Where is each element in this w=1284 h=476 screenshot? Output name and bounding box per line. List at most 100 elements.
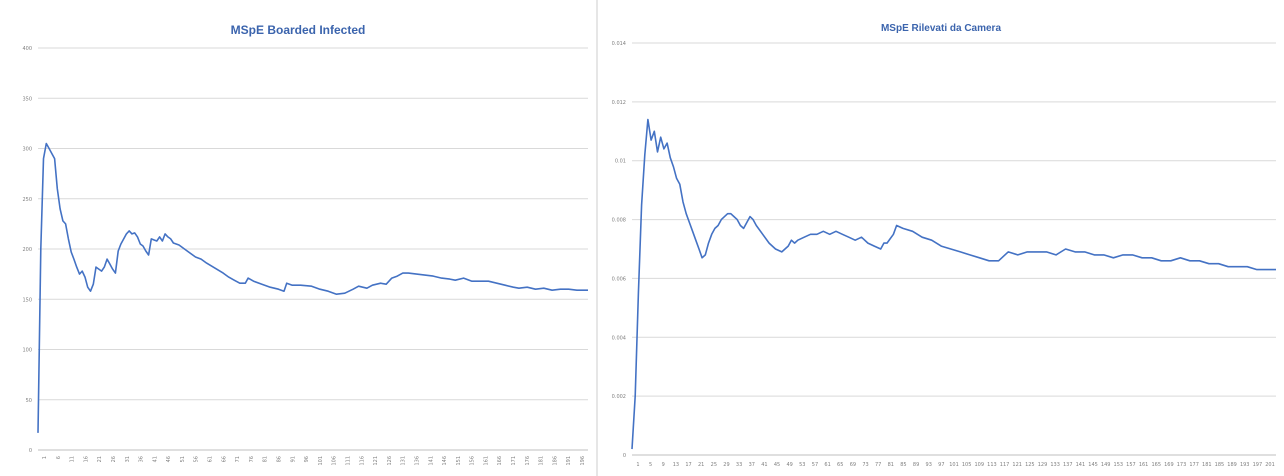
x-tick-label: 31 <box>125 456 131 462</box>
x-tick-label: 11 <box>70 456 76 462</box>
y-tick-label: 0.01 <box>615 159 626 165</box>
x-tick-label: 106 <box>332 456 338 466</box>
x-tick-label: 101 <box>949 462 959 468</box>
chart-svg-rilevati-da-camera: 0 0.002 0.004 0.006 0.008 0.01 0.012 0.014 1 5 9 13… <box>612 41 1276 468</box>
x-tick-label: 189 <box>1227 462 1237 468</box>
x-tick-label: 76 <box>249 456 255 462</box>
chart-panel-rilevati-da-camera: MSpE Rilevati da Camera 0 0.002 0.004 0.006… <box>598 0 1284 476</box>
x-tick-label: 197 <box>1253 462 1263 468</box>
x-tick-label: 105 <box>962 462 972 468</box>
x-tick-label: 157 <box>1126 462 1136 468</box>
x-tick-label: 181 <box>1202 462 1212 468</box>
panel-divider <box>596 0 598 476</box>
x-tick-label: 156 <box>470 456 476 466</box>
x-tick-label: 173 <box>1177 462 1187 468</box>
x-tick-label: 16 <box>83 456 89 462</box>
chart-panel-boarded-infected: MSpE Boarded Infected 0 50 100 150 200 250 300… <box>0 0 596 476</box>
chart-title: MSpE Rilevati da Camera <box>880 23 1002 34</box>
x-tick-label: 93 <box>926 462 932 468</box>
x-tick-label: 71 <box>235 456 241 462</box>
x-tick-label: 41 <box>761 462 767 468</box>
x-tick-label: 91 <box>290 456 296 462</box>
x-tick-label: 153 <box>1114 462 1124 468</box>
y-tick-label: 350 <box>22 96 32 102</box>
x-tick-label: 193 <box>1240 462 1250 468</box>
y-tick-label: 0.004 <box>612 335 626 341</box>
x-tick-label: 126 <box>387 456 393 466</box>
x-tick-label: 133 <box>1050 462 1060 468</box>
x-tick-label: 17 <box>685 462 691 468</box>
x-tick-label: 49 <box>786 462 792 468</box>
y-tick-label: 300 <box>22 147 32 153</box>
x-tick-label: 81 <box>263 456 269 462</box>
x-tick-label: 33 <box>736 462 742 468</box>
x-tick-label: 1 <box>636 462 639 468</box>
x-tick-label: 53 <box>799 462 805 468</box>
x-tick-label: 85 <box>900 462 906 468</box>
y-tick-label: 0.014 <box>612 41 626 47</box>
y-tick-label: 0.006 <box>612 276 626 282</box>
x-tick-label: 149 <box>1101 462 1111 468</box>
x-tick-label: 201 <box>1265 462 1275 468</box>
x-tick-label: 45 <box>774 462 780 468</box>
x-tick-label: 137 <box>1063 462 1073 468</box>
y-tick-label: 0 <box>623 453 626 459</box>
x-tick-label: 56 <box>194 456 200 462</box>
y-tick-label: 200 <box>22 247 32 253</box>
x-tick-label: 109 <box>975 462 985 468</box>
x-tick-label: 25 <box>711 462 717 468</box>
x-tick-label: 113 <box>987 462 997 468</box>
x-tick-label: 61 <box>824 462 830 468</box>
y-tick-label: 400 <box>22 46 32 52</box>
x-tick-label: 41 <box>152 456 158 462</box>
x-tick-label: 176 <box>525 456 531 466</box>
x-tick-label: 101 <box>318 456 324 466</box>
x-tick-label: 65 <box>837 462 843 468</box>
y-tick-label: 0.008 <box>612 218 626 224</box>
x-tick-label: 185 <box>1215 462 1225 468</box>
x-tick-label: 186 <box>552 456 558 466</box>
y-tick-label: 0.002 <box>612 394 626 400</box>
x-tick-label: 89 <box>913 462 919 468</box>
x-tick-label: 77 <box>875 462 881 468</box>
x-tick-label: 111 <box>345 456 351 466</box>
y-tick-label: 0.012 <box>612 100 626 106</box>
x-tick-label: 117 <box>1000 462 1010 468</box>
x-tick-label: 141 <box>428 456 434 466</box>
x-tick-label: 146 <box>442 456 448 466</box>
chart-title: MSpE Boarded Infected <box>230 23 366 37</box>
x-tick-label: 6 <box>56 456 62 459</box>
x-tick-label: 161 <box>483 456 489 466</box>
x-tick-label: 151 <box>456 456 462 466</box>
x-tick-label: 97 <box>938 462 944 468</box>
x-tick-label: 129 <box>1038 462 1048 468</box>
x-tick-label: 161 <box>1139 462 1149 468</box>
x-tick-label: 131 <box>401 456 407 466</box>
x-tick-label: 165 <box>1151 462 1161 468</box>
series-line <box>37 142 588 433</box>
y-tick-label: 250 <box>22 197 32 203</box>
x-tick-label: 66 <box>221 456 227 462</box>
x-tick-label: 13 <box>673 462 679 468</box>
x-tick-label: 169 <box>1164 462 1174 468</box>
x-tick-label: 61 <box>208 456 214 462</box>
x-tick-label: 36 <box>139 456 145 462</box>
y-tick-label: 100 <box>22 348 32 354</box>
x-tick-label: 141 <box>1076 462 1086 468</box>
x-tick-label: 177 <box>1189 462 1199 468</box>
x-tick-label: 121 <box>373 456 379 466</box>
x-tick-label: 96 <box>304 456 310 462</box>
y-tick-label: 50 <box>26 398 32 404</box>
y-tick-label: 150 <box>22 297 32 303</box>
x-tick-label: 5 <box>649 462 652 468</box>
x-tick-label: 73 <box>862 462 868 468</box>
y-tick-label: 0 <box>29 448 32 454</box>
x-tick-label: 145 <box>1088 462 1098 468</box>
x-tick-label: 9 <box>662 462 665 468</box>
x-tick-label: 21 <box>97 456 103 462</box>
x-tick-label: 37 <box>749 462 755 468</box>
x-tick-label: 196 <box>580 456 586 466</box>
x-tick-label: 181 <box>539 456 545 466</box>
x-tick-label: 26 <box>111 456 117 462</box>
